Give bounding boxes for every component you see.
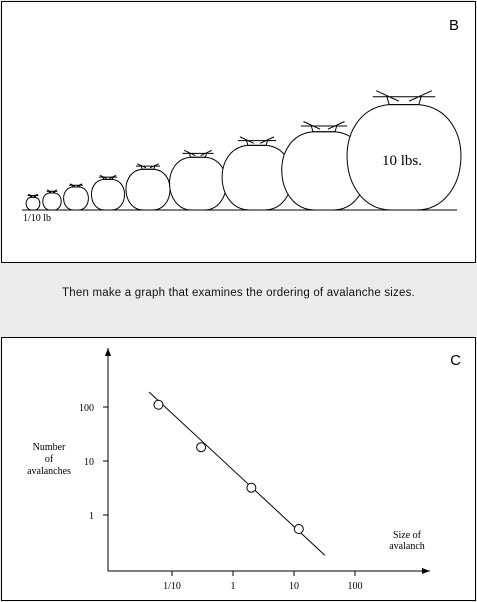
- panel-c-letter: C: [450, 352, 461, 369]
- sack-bag: [169, 149, 227, 211]
- x-tick-label: 1/10: [163, 581, 181, 592]
- panel-c-avalanche-graph: C Number of avalanches Size of avalanch …: [1, 337, 476, 601]
- sack-bag: [125, 163, 171, 211]
- x-axis-label: Size of avalanch: [389, 530, 425, 552]
- panel-b-letter: B: [448, 17, 459, 34]
- x-tick-label: 100: [348, 581, 363, 592]
- chart-plot: [148, 391, 326, 556]
- data-point: [196, 442, 207, 453]
- y-axis-label: Number of avalanches: [27, 442, 71, 477]
- sack-bag: [25, 193, 41, 211]
- bag-group: [25, 90, 462, 211]
- data-point: [153, 399, 164, 410]
- xlabel-line-1: Size of: [393, 530, 422, 541]
- panel-b-avalanche-bags: B 1/10 lb 10 lbs.: [1, 1, 476, 263]
- data-point: [293, 524, 304, 535]
- sack-bag: [63, 183, 89, 211]
- smallest-bag-label: 1/10 lb: [23, 213, 51, 224]
- bags-illustration: 1/10 lb 10 lbs.: [22, 90, 462, 224]
- chart-axes: 100 10 1 1/10 1 10 100: [79, 348, 430, 592]
- data-point: [246, 482, 257, 493]
- sack-bag: [42, 189, 62, 211]
- y-axis-arrow: [105, 348, 111, 356]
- largest-bag-label: 10 lbs.: [382, 153, 422, 169]
- xlabel-line-2: avalanch: [389, 541, 425, 552]
- sack-bag: [90, 174, 126, 211]
- sack-bag: [346, 90, 462, 211]
- avalanche-chart: Number of avalanches Size of avalanch 10…: [27, 348, 430, 592]
- y-tick-label: 100: [79, 403, 94, 414]
- ylabel-line-3: avalanches: [27, 466, 71, 477]
- ylabel-line-1: Number: [33, 442, 66, 453]
- x-axis-arrow: [422, 568, 430, 574]
- x-tick-label: 1: [231, 581, 236, 592]
- x-tick-label: 10: [289, 581, 299, 592]
- ylabel-line-2: of: [45, 454, 54, 465]
- caption-text: Then make a graph that examines the orde…: [62, 287, 415, 299]
- y-tick-label: 10: [84, 457, 94, 468]
- y-tick-label: 1: [89, 511, 94, 522]
